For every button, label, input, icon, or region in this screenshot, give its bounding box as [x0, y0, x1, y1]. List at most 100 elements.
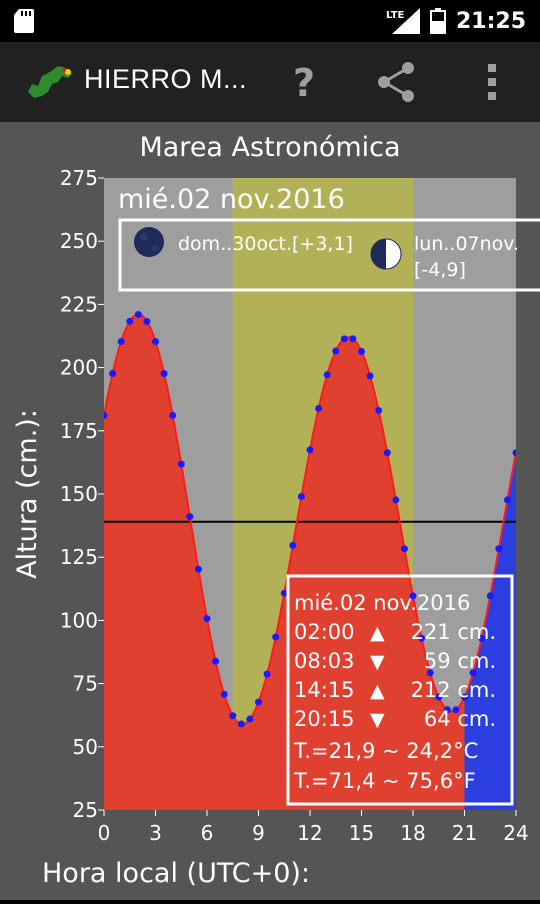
- chart-title: Marea Astronómica: [139, 132, 400, 163]
- tide-point: [246, 715, 254, 723]
- tide-point: [323, 371, 331, 379]
- tide-point: [435, 693, 443, 701]
- info-temp-c: T.=21,9 ~ 24,2°C: [293, 739, 478, 763]
- tide-info-box: mié.02 nov.2016 02:00 ▲ 221 cm. 08:03 ▼ …: [286, 574, 514, 806]
- info-row: 02:00 ▲ 221 cm.: [294, 620, 496, 644]
- tide-point: [272, 633, 280, 641]
- y-tick-label: 100: [60, 608, 98, 632]
- y-tick-label: 250: [60, 229, 98, 253]
- x-tick-label: 0: [98, 821, 111, 845]
- tide-point: [358, 348, 365, 356]
- svg-text:64 cm.: 64 cm.: [424, 707, 496, 731]
- tide-point: [349, 335, 357, 343]
- tide-points: [104, 311, 516, 728]
- tide-point: [289, 541, 297, 549]
- tide-point: [400, 545, 408, 553]
- info-temp-f: T.=71,4 ~ 75,6°F: [293, 769, 476, 793]
- svg-text:212 cm.: 212 cm.: [411, 678, 496, 702]
- tide-point: [152, 338, 159, 346]
- app-title: HIERRO M...: [84, 64, 248, 94]
- tide-point: [495, 545, 503, 553]
- tide-chart: Marea Astronómica mié.02 nov.2016 25 50 75…: [12, 132, 540, 889]
- x-tick-label: 18: [400, 821, 425, 845]
- tide-point: [177, 460, 185, 468]
- svg-text:▲: ▲: [370, 680, 385, 702]
- tide-point: [104, 411, 108, 419]
- tide-point: [134, 311, 142, 319]
- help-icon[interactable]: ?: [280, 56, 328, 108]
- sd-card-icon: [14, 9, 34, 33]
- network-label: LTE: [386, 10, 405, 21]
- tide-area-day: [104, 314, 465, 810]
- info-row: 14:15 ▲ 212 cm.: [294, 678, 496, 702]
- tide-point: [306, 446, 314, 454]
- tide-point: [263, 670, 271, 678]
- overflow-menu-icon[interactable]: [478, 60, 506, 104]
- tide-point: [486, 592, 494, 600]
- y-axis-ticks: 25 50 75 100 125 150 175 200 225 250 275: [60, 166, 104, 822]
- el-hierro-island-logo-icon[interactable]: [24, 62, 76, 102]
- svg-text:▼: ▼: [370, 709, 385, 731]
- x-tick-label: 6: [201, 821, 214, 845]
- x-tick-label: 21: [452, 821, 477, 845]
- y-tick-label: 25: [73, 798, 98, 822]
- moon-phase-1-label: dom..30oct.[+3,1]: [178, 233, 353, 255]
- tide-chart-panel: Marea Astronómica mié.02 nov.2016 25 50 75…: [0, 122, 540, 900]
- tide-point: [203, 615, 211, 623]
- tide-point: [280, 589, 288, 597]
- y-tick-label: 175: [60, 419, 98, 443]
- info-row: 08:03 ▼ 59 cm.: [294, 649, 496, 673]
- moon-phase-legend: dom..30oct.[+3,1] lun..07nov. [-4,9]: [118, 218, 540, 292]
- tide-point: [315, 404, 323, 412]
- tide-point: [255, 698, 262, 706]
- tide-point: [366, 372, 374, 380]
- tide-point: [229, 712, 237, 720]
- svg-text:20:15: 20:15: [294, 707, 355, 731]
- share-icon[interactable]: [372, 58, 420, 106]
- tide-point: [297, 493, 305, 501]
- x-tick-label: 24: [503, 821, 528, 845]
- lte-signal-icon: LTE: [386, 8, 420, 34]
- first-quarter-moon-icon: [370, 238, 402, 270]
- y-tick-label: 125: [60, 545, 98, 569]
- tide-point: [375, 406, 383, 414]
- date-label: mié.02 nov.2016: [118, 184, 345, 215]
- tide-point: [383, 449, 391, 457]
- tide-point: [409, 592, 417, 600]
- y-tick-label: 150: [60, 482, 98, 506]
- info-row: 20:15 ▼ 64 cm.: [294, 707, 496, 731]
- tide-point: [478, 634, 486, 642]
- svg-text:02:00: 02:00: [294, 620, 355, 644]
- tide-point: [126, 317, 134, 325]
- tide-point: [220, 690, 228, 698]
- y-axis-label: Altura (cm.):: [12, 409, 43, 579]
- info-date: mié.02 nov.2016: [294, 591, 470, 615]
- x-tick-label: 9: [252, 821, 265, 845]
- tide-point: [160, 370, 168, 378]
- tide-point: [452, 706, 460, 714]
- y-tick-label: 75: [73, 672, 98, 696]
- y-tick-label: 50: [73, 735, 98, 759]
- svg-text:?: ?: [293, 61, 315, 105]
- svg-text:14:15: 14:15: [294, 678, 355, 702]
- tide-point: [392, 496, 400, 504]
- y-tick-label: 275: [60, 166, 98, 190]
- tide-point: [194, 565, 202, 573]
- tide-point: [340, 335, 348, 343]
- x-axis-ticks: 0 3 6 9 12 15 18 21 24: [98, 810, 529, 845]
- tide-point: [143, 317, 151, 325]
- x-axis-label: Hora local (UTC+0):: [42, 858, 310, 889]
- tide-point: [186, 513, 194, 521]
- tide-point: [461, 693, 468, 701]
- svg-text:221 cm.: 221 cm.: [411, 620, 496, 644]
- tide-point: [237, 720, 245, 728]
- x-tick-label: 3: [149, 821, 162, 845]
- tide-point: [512, 449, 516, 457]
- tide-point: [169, 411, 177, 419]
- tide-point: [109, 370, 117, 378]
- x-tick-label: 15: [349, 821, 374, 845]
- tide-point: [212, 657, 220, 665]
- clock: 21:25: [455, 8, 526, 34]
- y-tick-label: 225: [60, 292, 98, 316]
- tide-point: [443, 706, 451, 714]
